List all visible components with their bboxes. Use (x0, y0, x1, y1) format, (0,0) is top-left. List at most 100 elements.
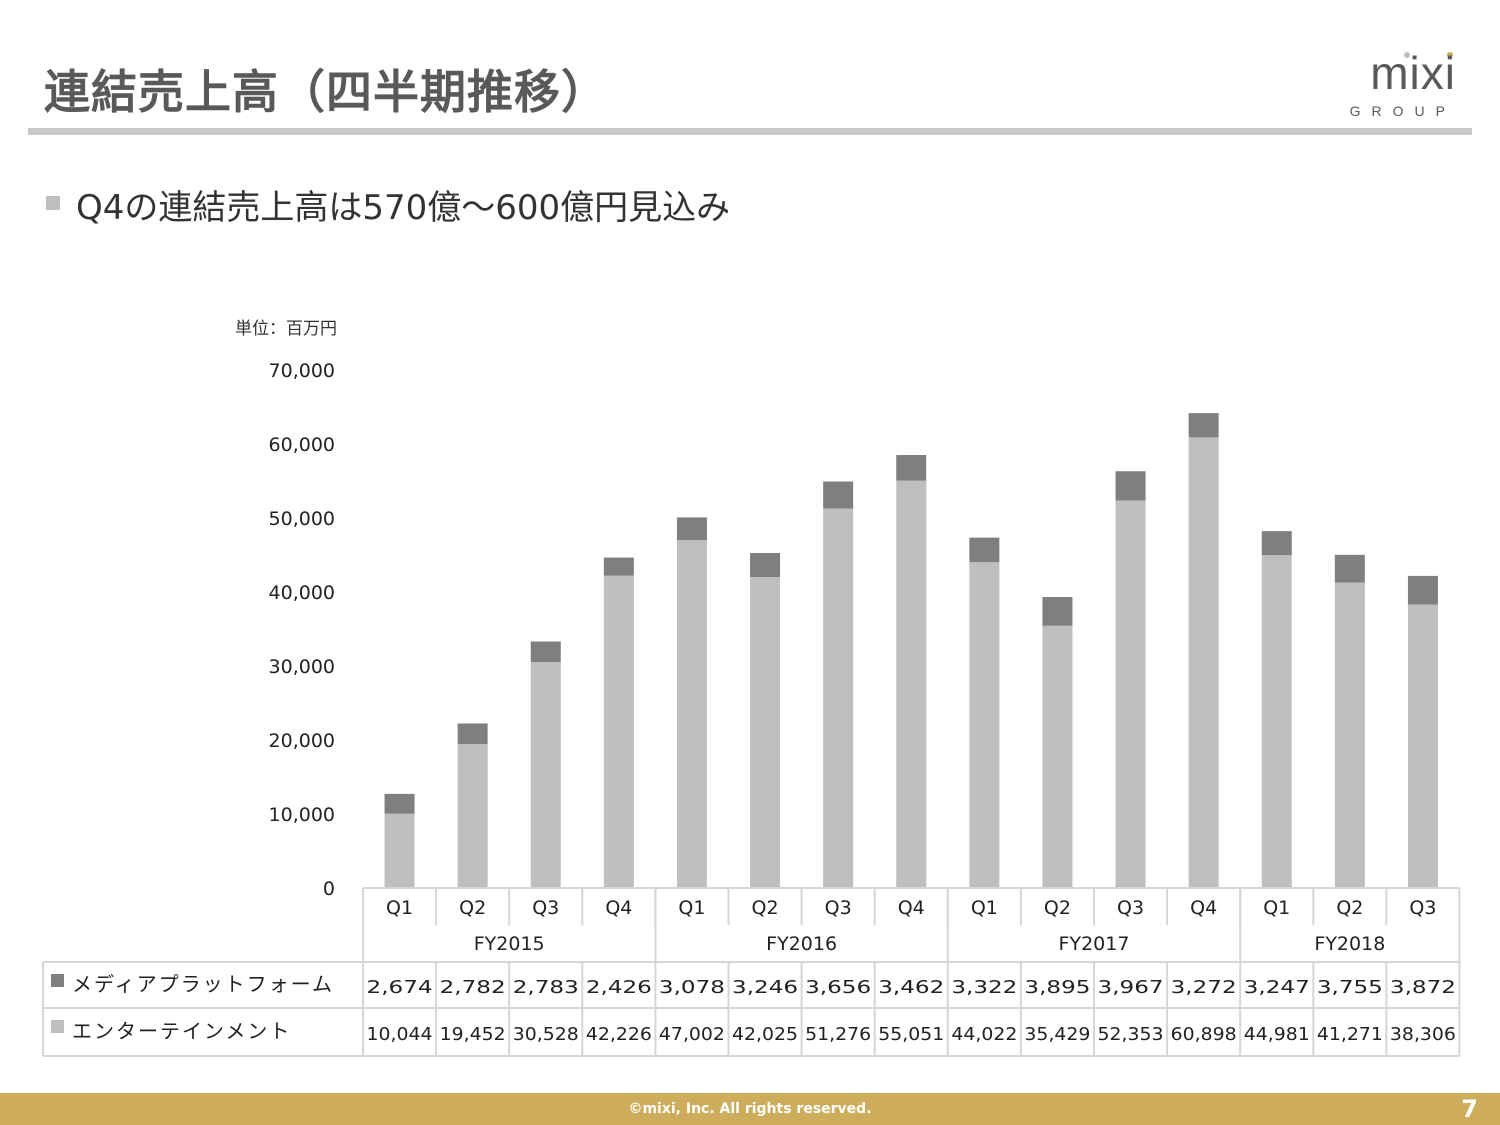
table-cell-value: 3,246 (732, 977, 798, 998)
y-tick-label: 50,000 (269, 508, 335, 530)
table-cell-value: 42,025 (732, 1024, 798, 1045)
legend-entertainment-swatch (51, 1020, 64, 1033)
bar-entertainment (457, 744, 488, 888)
bar-media-platform (676, 517, 707, 541)
fiscal-year-label: FY2017 (1059, 933, 1130, 955)
table-cell-value: 3,967 (1098, 977, 1164, 998)
logo-wordmark: mixi (1370, 47, 1456, 99)
logo-dot-gray (1404, 52, 1410, 58)
table-cell-value: 38,306 (1390, 1024, 1456, 1045)
logo-dot-gold (1447, 52, 1453, 58)
table-cell-value: 3,755 (1317, 977, 1383, 998)
bar-entertainment (384, 813, 415, 888)
table-cell-value: 52,353 (1098, 1024, 1164, 1045)
bar-media-platform (603, 557, 634, 576)
page-title: 連結売上高（四半期推移） (44, 65, 608, 119)
quarter-label: Q4 (605, 897, 632, 919)
bar-media-platform (1115, 471, 1146, 501)
quarter-label: Q3 (532, 897, 559, 919)
quarter-label: Q3 (825, 897, 852, 919)
quarter-label: Q1 (971, 897, 998, 919)
table-cell-value: 3,078 (659, 977, 725, 998)
table-cell-value: 42,226 (586, 1024, 652, 1045)
y-tick-label: 70,000 (269, 360, 335, 382)
y-tick-label: 30,000 (269, 656, 335, 678)
bar-entertainment (969, 562, 1000, 888)
table-cell-value: 3,247 (1244, 977, 1310, 998)
logo-subtitle: GROUP (1349, 103, 1456, 119)
footer-bar: ©mixi, Inc. All rights reserved. 7 (0, 1093, 1500, 1125)
bar-media-platform (1261, 531, 1292, 556)
revenue-chart: 0 10,000 20,000 30,000 40,000 50,000 60,000 70,… (42, 360, 1461, 1057)
bar-media-platform (1188, 413, 1219, 438)
table-cell-value: 2,782 (440, 977, 506, 998)
legend-media-platform-label: メディアプラットフォーム (72, 972, 334, 996)
y-tick-label: 60,000 (269, 434, 335, 456)
table-cell-value: 44,981 (1244, 1024, 1310, 1045)
y-tick-label: 10,000 (269, 804, 335, 826)
table-cell-value: 2,783 (513, 977, 579, 998)
y-tick-label: 0 (323, 878, 335, 900)
table-cell-value: 10,044 (367, 1024, 433, 1045)
quarter-label: Q1 (386, 897, 413, 919)
bar-entertainment (1042, 625, 1073, 888)
bar-media-platform (750, 552, 781, 578)
y-tick-label: 20,000 (269, 730, 335, 752)
bar-entertainment (676, 540, 707, 888)
table-cell-value: 44,022 (951, 1024, 1017, 1045)
table-cell-value: 47,002 (659, 1024, 725, 1045)
bar-media-platform (1042, 597, 1073, 626)
legend-media-platform-swatch (51, 974, 64, 987)
title-divider (28, 128, 1472, 135)
bar-media-platform (530, 641, 561, 663)
quarter-label: Q2 (459, 897, 486, 919)
legend-entertainment-label: エンターテインメント (72, 1019, 291, 1043)
copyright-text: ©mixi, Inc. All rights reserved. (628, 1101, 872, 1117)
table-cell-value: 19,452 (440, 1024, 506, 1045)
bar-entertainment (1115, 500, 1146, 888)
quarter-label: Q3 (1409, 897, 1436, 919)
table-cell-value: 55,051 (878, 1024, 944, 1045)
headline: Q4の連結売上高は570億～600億円見込み (76, 188, 731, 228)
bar-entertainment (896, 480, 927, 888)
quarter-label: Q2 (752, 897, 779, 919)
bar-media-platform (896, 455, 927, 481)
bar-entertainment (530, 662, 561, 888)
table-cell-value: 3,895 (1024, 977, 1090, 998)
table-cell-value: 3,656 (805, 977, 871, 998)
table-cell-value: 51,276 (805, 1024, 871, 1045)
bar-media-platform (1407, 575, 1438, 605)
bar-entertainment (750, 577, 781, 888)
fiscal-year-label: FY2015 (474, 933, 545, 955)
table-cell-value: 35,429 (1024, 1024, 1090, 1045)
mixi-group-logo: mixi GROUP (1326, 50, 1456, 120)
bar-media-platform (457, 723, 488, 745)
bar-media-platform (1334, 554, 1365, 583)
quarter-label: Q4 (898, 897, 925, 919)
bar-entertainment (1188, 437, 1219, 888)
unit-label: 単位：百万円 (235, 319, 337, 339)
table-cell-value: 2,426 (586, 977, 652, 998)
table-cell-value: 2,674 (367, 977, 433, 998)
table-cell-value: 3,272 (1171, 977, 1237, 998)
bar-entertainment (1407, 604, 1438, 888)
bar-entertainment (603, 575, 634, 888)
fiscal-year-label: FY2018 (1314, 933, 1385, 955)
quarter-label: Q4 (1190, 897, 1217, 919)
quarter-label: Q2 (1336, 897, 1363, 919)
bar-entertainment (823, 508, 854, 888)
page-number: 7 (1461, 1095, 1478, 1123)
bar-media-platform (969, 537, 1000, 563)
table-cell-value: 41,271 (1317, 1024, 1383, 1045)
bar-media-platform (823, 481, 854, 509)
fiscal-year-label: FY2016 (766, 933, 837, 955)
table-cell-value: 3,872 (1390, 977, 1456, 998)
bullet-square-icon (46, 196, 60, 210)
bar-entertainment (1261, 555, 1292, 888)
bar-entertainment (1334, 582, 1365, 888)
table-cell-value: 30,528 (513, 1024, 579, 1045)
table-cell-value: 3,462 (878, 977, 944, 998)
quarter-label: Q1 (678, 897, 705, 919)
y-tick-label: 40,000 (269, 582, 335, 604)
table-cell-value: 60,898 (1171, 1024, 1237, 1045)
